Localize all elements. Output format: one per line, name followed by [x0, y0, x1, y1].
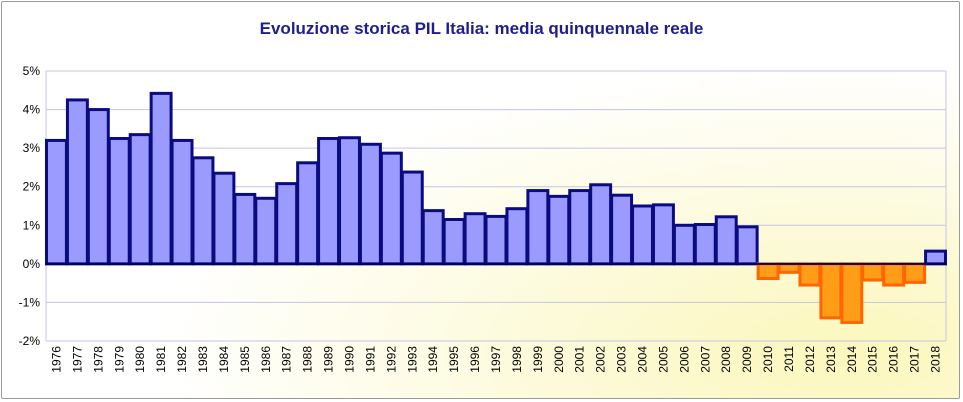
- x-tick-label: 1987: [280, 346, 294, 373]
- x-tick-label: 1995: [447, 346, 461, 373]
- bar-1997: [484, 214, 508, 266]
- x-tick-label: 2011: [782, 346, 796, 372]
- bar-1994: [421, 209, 445, 266]
- x-tick-label: 1976: [49, 346, 63, 373]
- bar-1990: [338, 136, 361, 266]
- x-tick-label: 2017: [908, 346, 922, 373]
- y-tick-label: -2%: [19, 334, 41, 348]
- x-tick-label: 1985: [238, 346, 252, 373]
- bar-2003: [610, 193, 634, 266]
- bar-2009: [735, 225, 759, 266]
- x-tick-label: 1983: [196, 346, 210, 373]
- bar-1993: [400, 170, 424, 266]
- x-tick-label: 1999: [531, 346, 545, 373]
- bar-2018: [924, 249, 947, 266]
- bar-2005: [651, 203, 675, 266]
- x-tick-label: 2002: [594, 346, 608, 373]
- x-tick-label: 1979: [112, 346, 126, 373]
- bar-1996: [463, 212, 487, 266]
- x-tick-label: 1989: [322, 346, 336, 373]
- bar-2000: [547, 194, 571, 266]
- x-tick-label: 1993: [405, 346, 419, 373]
- bar-2017: [903, 262, 927, 284]
- bar-1999: [526, 189, 550, 266]
- bar-1977: [65, 98, 89, 266]
- x-tick-label: 1978: [91, 346, 105, 373]
- x-tick-label: 2006: [677, 346, 691, 373]
- x-tick-label: 2007: [698, 346, 712, 373]
- bar-1985: [233, 192, 257, 266]
- x-tick-label: 1998: [510, 346, 524, 373]
- y-tick-label: -1%: [19, 295, 41, 309]
- bar-1989: [317, 137, 341, 266]
- y-tick-label: 2%: [23, 180, 41, 194]
- bar-2016: [882, 262, 906, 287]
- x-tick-label: 1997: [489, 346, 503, 373]
- bar-1981: [149, 91, 173, 266]
- bar-1976: [45, 138, 68, 266]
- bar-1987: [275, 182, 299, 266]
- bar-2013: [819, 262, 843, 320]
- y-tick-label: 1%: [23, 218, 41, 232]
- x-tick-label: 2004: [636, 346, 650, 373]
- bar-1998: [505, 207, 529, 266]
- x-tick-label: 2001: [573, 346, 587, 373]
- x-tick-label: 2010: [761, 346, 775, 373]
- x-tick-label: 2005: [656, 346, 670, 373]
- x-tick-label: 1980: [133, 346, 147, 373]
- bar-1979: [107, 137, 131, 266]
- x-tick-label: 1992: [384, 346, 398, 373]
- y-tick-label: 4%: [23, 103, 41, 117]
- bar-2002: [589, 183, 613, 266]
- bar-1988: [296, 161, 320, 266]
- y-tick-label: 3%: [23, 141, 41, 155]
- x-tick-label: 1984: [217, 346, 231, 373]
- x-tick-label: 1981: [154, 346, 168, 373]
- x-tick-label: 1996: [468, 346, 482, 373]
- bar-2015: [861, 262, 885, 282]
- x-tick-label: 2008: [719, 346, 733, 373]
- bar-1986: [254, 196, 278, 266]
- bar-1992: [379, 151, 403, 266]
- x-tick-label: 2012: [803, 346, 817, 373]
- x-tick-label: 1986: [259, 346, 273, 373]
- y-axis-ticks: -2% -1% 0% 1% 2% 3% 4% 5%: [19, 64, 41, 348]
- x-tick-label: 1982: [175, 346, 189, 373]
- x-tick-label: 1991: [363, 346, 377, 373]
- bar-2001: [568, 189, 592, 266]
- x-tick-label: 2015: [866, 346, 880, 373]
- bar-1983: [191, 156, 215, 266]
- bar-1978: [86, 108, 110, 266]
- bars: [45, 91, 947, 324]
- bar-2011: [777, 262, 801, 274]
- x-tick-label: 1994: [426, 346, 440, 373]
- x-tick-label: 2018: [929, 346, 943, 373]
- bar-2008: [714, 215, 738, 266]
- x-tick-label: 2016: [887, 346, 901, 373]
- chart-title: Evoluzione storica PIL Italia: media qui…: [259, 19, 704, 38]
- x-tick-label: 1977: [70, 346, 84, 373]
- x-tick-label: 1988: [301, 346, 315, 373]
- bar-1984: [212, 171, 236, 266]
- x-tick-label: 2003: [615, 346, 629, 373]
- bar-1991: [358, 142, 382, 266]
- bar-1982: [170, 138, 194, 266]
- x-tick-label: 1990: [342, 346, 356, 373]
- bar-2007: [693, 223, 717, 266]
- x-tick-label: 2009: [740, 346, 754, 373]
- bar-1995: [442, 218, 466, 266]
- bar-1980: [128, 133, 152, 266]
- y-tick-label: 0%: [23, 257, 41, 271]
- y-tick-label: 5%: [23, 64, 41, 78]
- bar-2004: [631, 204, 654, 266]
- bar-2012: [798, 262, 822, 287]
- x-tick-label: 2013: [824, 346, 838, 373]
- bar-2014: [840, 262, 864, 324]
- x-tick-label: 2000: [552, 346, 566, 373]
- bar-2010: [756, 262, 780, 281]
- bar-2006: [672, 223, 696, 266]
- x-tick-label: 2014: [845, 346, 859, 373]
- x-axis-ticks: 1976 1977 1978 1979 1980 1981 1982 1983 1984 1985…: [49, 346, 942, 373]
